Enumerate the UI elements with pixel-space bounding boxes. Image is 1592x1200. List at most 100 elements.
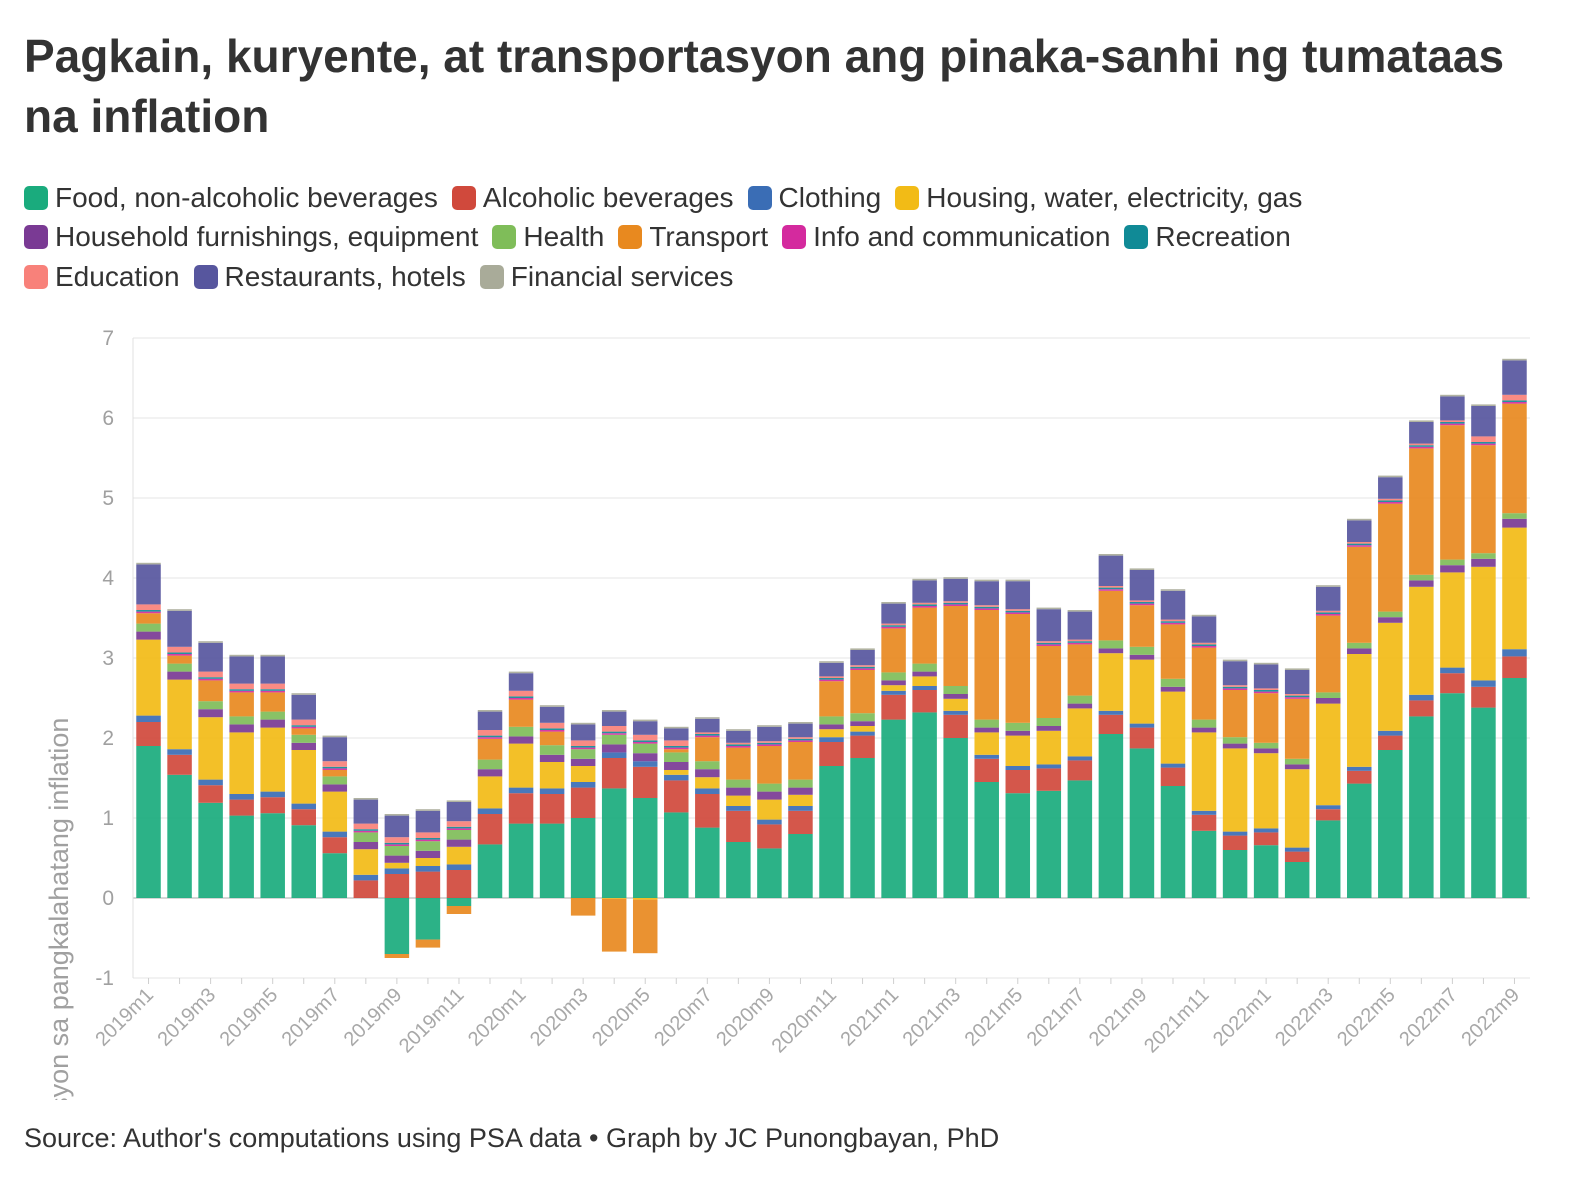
bar-stack-2021m10[interactable]: 2021m10 — Food, non-alcoholic beverages:…: [1160, 589, 1186, 898]
bar-segment[interactable]: 2021m3 — Financial services: 0.02: [943, 577, 968, 579]
bar-segment[interactable]: 2022m2 — Health: 0.07: [1284, 758, 1310, 765]
bar-segment[interactable]: 2019m3 — Health: 0.1: [198, 701, 223, 710]
bar-segment[interactable]: 2021m6 — Housing, water, electricity, ga…: [1036, 730, 1062, 765]
bar-segment[interactable]: 2020m4 — Financial services: 0.02: [601, 710, 627, 712]
bar-segment[interactable]: 2022m1 — Alcoholic beverages: 0.16: [1253, 832, 1279, 846]
bar-stack-2020m6[interactable]: 2020m6 — Food, non-alcoholic beverages: …: [664, 726, 689, 898]
bar-segment[interactable]: 2020m11 — Alcoholic beverages: 0.3: [819, 742, 844, 766]
bar-stack-2022m7[interactable]: 2022m7 — Food, non-alcoholic beverages: …: [1440, 394, 1465, 898]
bar-segment[interactable]: 2021m7 — Household furnishings, equipmen…: [1067, 703, 1093, 709]
bar-segment[interactable]: 2021m4 — Recreation: 0.02: [974, 606, 999, 609]
bar-segment[interactable]: 2020m7 — Housing, water, electricity, ga…: [695, 777, 720, 789]
bar-segment[interactable]: 2022m2 — Financial services: 0.02: [1284, 668, 1310, 670]
bar-segment[interactable]: 2022m8 — Alcoholic beverages: 0.26: [1471, 686, 1496, 708]
bar-segment[interactable]: 2020m4 — Education: 0.07: [601, 726, 627, 732]
bar-segment[interactable]: 2020m1 — Financial services: 0.02: [508, 671, 534, 674]
bar-segment[interactable]: 2021m9 — Transport: 0.52: [1129, 605, 1155, 647]
bar-segment[interactable]: 2022m4 — Info and communication: 0.02: [1347, 545, 1372, 547]
bar-segment[interactable]: 2019m3 — Housing, water, electricity, ga…: [198, 717, 223, 780]
bar-segment[interactable]: 2020m11 — Recreation: 0.02: [819, 678, 844, 680]
bar-segment[interactable]: 2022m3 — Housing, water, electricity, ga…: [1315, 703, 1341, 806]
bar-segment[interactable]: 2020m3 — Info and communication: 0.02: [570, 747, 596, 750]
bar-segment[interactable]: 2020m1 — Info and communication: 0.02: [508, 698, 534, 700]
bar-stack-2020m1[interactable]: 2020m1 — Food, non-alcoholic beverages: …: [508, 671, 534, 898]
bar-segment[interactable]: 2020m7 — Restaurants, hotels: 0.17: [695, 718, 720, 733]
bar-stack-2021m2[interactable]: 2021m2 — Food, non-alcoholic beverages: …: [912, 578, 937, 898]
bar-segment[interactable]: 2021m9 — Housing, water, electricity, ga…: [1129, 659, 1155, 724]
bar-segment[interactable]: 2020m4 — Recreation: 0.02: [601, 731, 627, 734]
legend-item-alcoholic-beverages[interactable]: Alcoholic beverages: [451, 182, 734, 214]
bar-segment[interactable]: 2021m4 — Financial services: 0.02: [974, 579, 999, 582]
bar-segment[interactable]: 2021m9 — Clothing: 0.05: [1129, 723, 1155, 728]
bar-segment[interactable]: 2019m7 — Recreation: 0.02: [322, 766, 348, 769]
bar-segment[interactable]: 2021m1 — Food, non-alcoholic beverages: …: [881, 719, 906, 898]
bar-segment[interactable]: 2021m5 — Financial services: 0.02: [1005, 579, 1031, 582]
bar-segment[interactable]: 2019m5 — Clothing: 0.07: [260, 791, 285, 798]
bar-segment[interactable]: 2019m7 — Housing, water, electricity, ga…: [322, 791, 348, 832]
bar-segment[interactable]: 2020m6 — Transport: 0.04: [664, 749, 689, 753]
bar-segment[interactable]: 2020m6 — Info and communication: 0.02: [664, 747, 689, 750]
bar-segment[interactable]: 2022m7 — Recreation: 0.02: [1440, 422, 1465, 424]
bar-segment[interactable]: 2019m10 — Clothing: 0.07: [415, 866, 441, 872]
bar-segment[interactable]: 2019m9 — Alcoholic beverages: 0.3: [384, 874, 410, 898]
bar-segment[interactable]: 2022m8 — Housing, water, electricity, ga…: [1471, 566, 1496, 681]
bar-segment[interactable]: 2020m1 — Restaurants, hotels: 0.22: [508, 673, 534, 691]
bar-segment[interactable]: 2021m5 — Clothing: 0.05: [1005, 766, 1031, 770]
bar-segment[interactable]: 2019m11 — Transport: -0.1: [446, 906, 472, 914]
bar-segment[interactable]: 2020m10 — Financial services: 0.02: [788, 722, 813, 724]
bar-segment[interactable]: 2020m10 — Recreation: 0.02: [788, 738, 813, 741]
bar-segment[interactable]: 2021m7 — Financial services: 0.02: [1067, 610, 1093, 612]
bar-segment[interactable]: 2021m4 — Food, non-alcoholic beverages: …: [974, 782, 999, 898]
bar-segment[interactable]: 2019m6 — Alcoholic beverages: 0.2: [291, 809, 316, 826]
bar-segment[interactable]: 2021m10 — Restaurants, hotels: 0.36: [1160, 590, 1186, 620]
bar-segment[interactable]: 2019m2 — Housing, water, electricity, ga…: [167, 679, 192, 750]
bar-segment[interactable]: 2022m9 — Financial services: 0.02: [1502, 358, 1527, 361]
bar-segment[interactable]: 2022m6 — Alcoholic beverages: 0.2: [1409, 700, 1434, 717]
bar-segment[interactable]: 2022m7 — Health: 0.07: [1440, 559, 1465, 566]
bar-segment[interactable]: 2019m8 — Health: 0.12: [353, 832, 379, 842]
bar-segment[interactable]: 2022m1 — Financial services: 0.02: [1253, 662, 1279, 665]
bar-segment[interactable]: 2021m3 — Alcoholic beverages: 0.29: [943, 714, 968, 738]
bar-segment[interactable]: 2019m9 — Housing, water, electricity, ga…: [384, 862, 410, 869]
bar-segment[interactable]: 2022m3 — Alcoholic beverages: 0.14: [1315, 809, 1341, 821]
bar-segment[interactable]: 2021m7 — Info and communication: 0.02: [1067, 642, 1093, 645]
bar-segment[interactable]: 2022m8 — Info and communication: 0.02: [1471, 443, 1496, 446]
bar-segment[interactable]: 2019m2 — Transport: 0.1: [167, 655, 192, 664]
bar-segment[interactable]: 2022m2 — Housing, water, electricity, ga…: [1284, 769, 1310, 848]
bar-segment[interactable]: 2021m5 — Household furnishings, equipmen…: [1005, 730, 1031, 736]
bar-segment[interactable]: 2022m7 — Alcoholic beverages: 0.25: [1440, 673, 1465, 694]
bar-segment[interactable]: 2019m9 — Household furnishings, equipmen…: [384, 855, 410, 863]
bar-segment[interactable]: 2019m3 — Alcoholic beverages: 0.22: [198, 785, 223, 803]
bar-stack-2020m8[interactable]: 2020m8 — Food, non-alcoholic beverages: …: [726, 729, 751, 898]
bar-segment[interactable]: 2019m7 — Financial services: 0.02: [322, 735, 348, 738]
bar-segment[interactable]: 2022m8 — Education: 0.07: [1471, 436, 1496, 442]
bar-segment[interactable]: 2022m4 — Household furnishings, equipmen…: [1347, 648, 1372, 654]
bar-segment[interactable]: 2019m1 — Alcoholic beverages: 0.3: [136, 722, 161, 746]
legend-item-financial-services[interactable]: Financial services: [479, 261, 733, 293]
bar-segment[interactable]: 2021m3 — Household furnishings, equipmen…: [943, 694, 968, 699]
bar-segment[interactable]: 2020m6 — Health: 0.12: [664, 752, 689, 762]
bar-segment[interactable]: 2020m3 — Restaurants, hotels: 0.2: [570, 724, 596, 741]
bar-segment[interactable]: 2021m4 — Household furnishings, equipmen…: [974, 727, 999, 733]
bar-segment[interactable]: 2021m2 — Housing, water, electricity, ga…: [912, 676, 937, 686]
bar-stack-2019m4[interactable]: 2019m4 — Food, non-alcoholic beverages: …: [229, 654, 254, 898]
bar-segment[interactable]: 2022m4 — Education: 0.02: [1347, 542, 1372, 544]
bar-segment[interactable]: 2021m4 — Clothing: 0.05: [974, 754, 999, 759]
bar-segment[interactable]: 2020m2 — Food, non-alcoholic beverages: …: [539, 823, 565, 898]
bar-segment[interactable]: 2020m9 — Info and communication: 0.02: [757, 744, 782, 746]
bar-segment[interactable]: 2020m2 — Recreation: 0.02: [539, 728, 565, 730]
bar-stack-2019m11[interactable]: 2019m11 — Food, non-alcoholic beverages:…: [446, 800, 472, 914]
bar-segment[interactable]: 2019m7 — Clothing: 0.07: [322, 831, 348, 838]
bar-segment[interactable]: 2019m4 — Clothing: 0.07: [229, 794, 254, 800]
bar-segment[interactable]: 2019m2 — Alcoholic beverages: 0.25: [167, 754, 192, 775]
bar-segment[interactable]: 2019m4 — Recreation: 0.02: [229, 689, 254, 691]
bar-segment[interactable]: 2022m5 — Financial services: 0.02: [1378, 475, 1403, 478]
bar-segment[interactable]: 2019m3 — Household furnishings, equipmen…: [198, 709, 223, 718]
